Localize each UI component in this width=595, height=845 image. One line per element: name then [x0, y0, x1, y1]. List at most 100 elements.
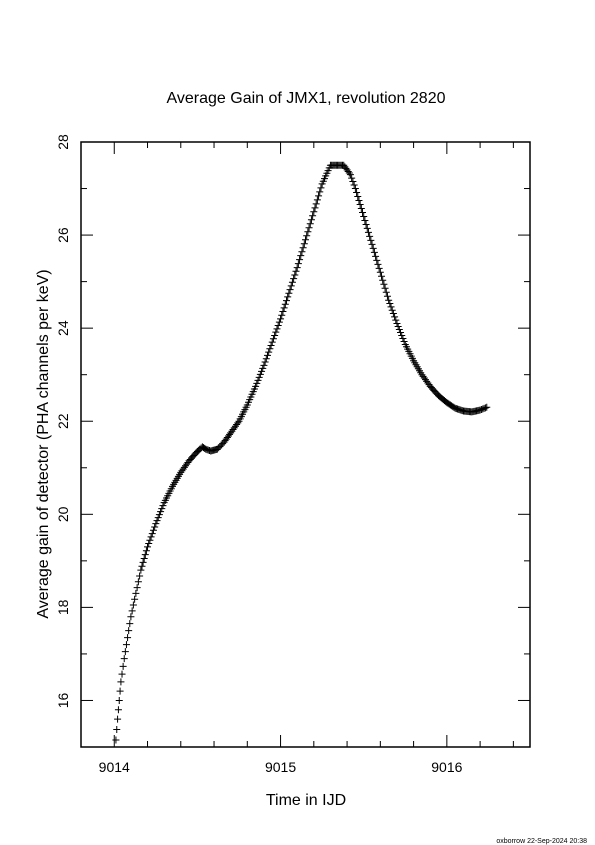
data-point: [315, 192, 323, 200]
data-point: [234, 419, 242, 427]
data-point: [372, 252, 380, 260]
data-point: [316, 188, 324, 196]
data-point: [259, 364, 267, 372]
axis-tick-labels: 9014 9015 9016 16 18 20 22 24 26 28: [55, 134, 463, 775]
data-point: [134, 578, 142, 586]
data-point: [113, 726, 121, 734]
data-point: [389, 310, 397, 318]
y-tick-label: 28: [55, 134, 71, 150]
data-point: [305, 224, 313, 232]
data-point: [349, 178, 357, 186]
data-point: [290, 275, 298, 283]
axis-ticks: [80, 141, 530, 748]
y-tick-label: 18: [55, 599, 71, 615]
data-point: [268, 338, 276, 346]
data-point: [144, 543, 152, 551]
data-point: [310, 208, 318, 216]
data-point: [376, 268, 384, 276]
data-point: [266, 345, 274, 353]
data-point: [392, 316, 400, 324]
data-point: [262, 355, 270, 363]
data-point: [306, 220, 314, 228]
data-point: [393, 320, 401, 327]
data-point: [254, 376, 262, 384]
data-point: [281, 300, 289, 308]
data-point: [483, 403, 491, 411]
data-point: [125, 627, 133, 635]
data-point: [291, 271, 299, 279]
data-point: [288, 278, 296, 286]
data-point: [271, 331, 279, 339]
data-point: [359, 208, 367, 216]
data-point: [277, 315, 285, 323]
data-point: [292, 267, 300, 275]
y-tick-label: 22: [55, 413, 71, 429]
data-point: [382, 288, 390, 296]
data-point: [148, 530, 156, 538]
data-points: [112, 161, 491, 744]
data-point: [145, 540, 153, 548]
data-point: [124, 634, 132, 642]
data-point: [282, 297, 290, 305]
data-point: [368, 240, 376, 248]
data-point: [127, 613, 135, 621]
data-point: [112, 736, 120, 744]
data-point: [373, 256, 381, 264]
data-point: [297, 252, 305, 260]
data-point: [151, 523, 159, 531]
data-point: [117, 678, 125, 686]
data-point: [142, 547, 150, 555]
x-axis-label: Time in IJD: [266, 792, 346, 809]
data-point: [116, 687, 124, 695]
x-tick-label: 9016: [431, 759, 462, 775]
data-point: [285, 289, 293, 297]
data-point: [287, 282, 295, 290]
data-point: [309, 212, 317, 220]
data-point: [378, 272, 386, 280]
y-axis-label: Average gain of detector (PHA channels p…: [35, 269, 52, 618]
data-point: [298, 248, 306, 256]
data-point: [267, 341, 275, 349]
plot-frame: [80, 141, 531, 748]
data-point: [256, 370, 264, 378]
chart-title: Average Gain of JMX1, revolution 2820: [167, 90, 446, 107]
data-point: [356, 200, 364, 208]
data-point: [155, 511, 163, 519]
data-point: [363, 224, 371, 232]
data-point: [140, 555, 148, 563]
data-point: [275, 318, 283, 326]
data-point: [398, 331, 406, 339]
data-point: [379, 276, 387, 284]
data-point: [286, 286, 294, 294]
data-point: [360, 212, 368, 220]
x-tick-label: 9014: [99, 759, 130, 775]
data-point: [302, 236, 309, 244]
data-point: [391, 313, 399, 321]
data-point: [350, 181, 358, 189]
data-point: [369, 244, 377, 252]
data-point: [279, 308, 287, 316]
data-point: [119, 662, 127, 670]
data-point: [367, 236, 375, 244]
data-point: [348, 174, 356, 182]
y-tick-label: 16: [55, 692, 71, 708]
data-point: [394, 322, 402, 330]
data-point: [154, 514, 162, 522]
y-tick-label: 20: [55, 506, 71, 522]
data-point: [399, 334, 407, 342]
data-point: [278, 311, 286, 319]
data-point: [364, 228, 372, 236]
data-point: [357, 204, 365, 212]
data-point: [387, 303, 395, 311]
data-point: [311, 204, 319, 212]
data-point: [280, 304, 288, 312]
data-point: [253, 379, 261, 387]
data-point: [149, 526, 157, 534]
data-point: [375, 264, 383, 272]
data-point: [345, 169, 353, 177]
data-point: [133, 584, 141, 592]
data-point: [383, 292, 391, 300]
data-point: [307, 216, 315, 224]
data-point: [354, 193, 362, 201]
data-point: [141, 551, 149, 559]
